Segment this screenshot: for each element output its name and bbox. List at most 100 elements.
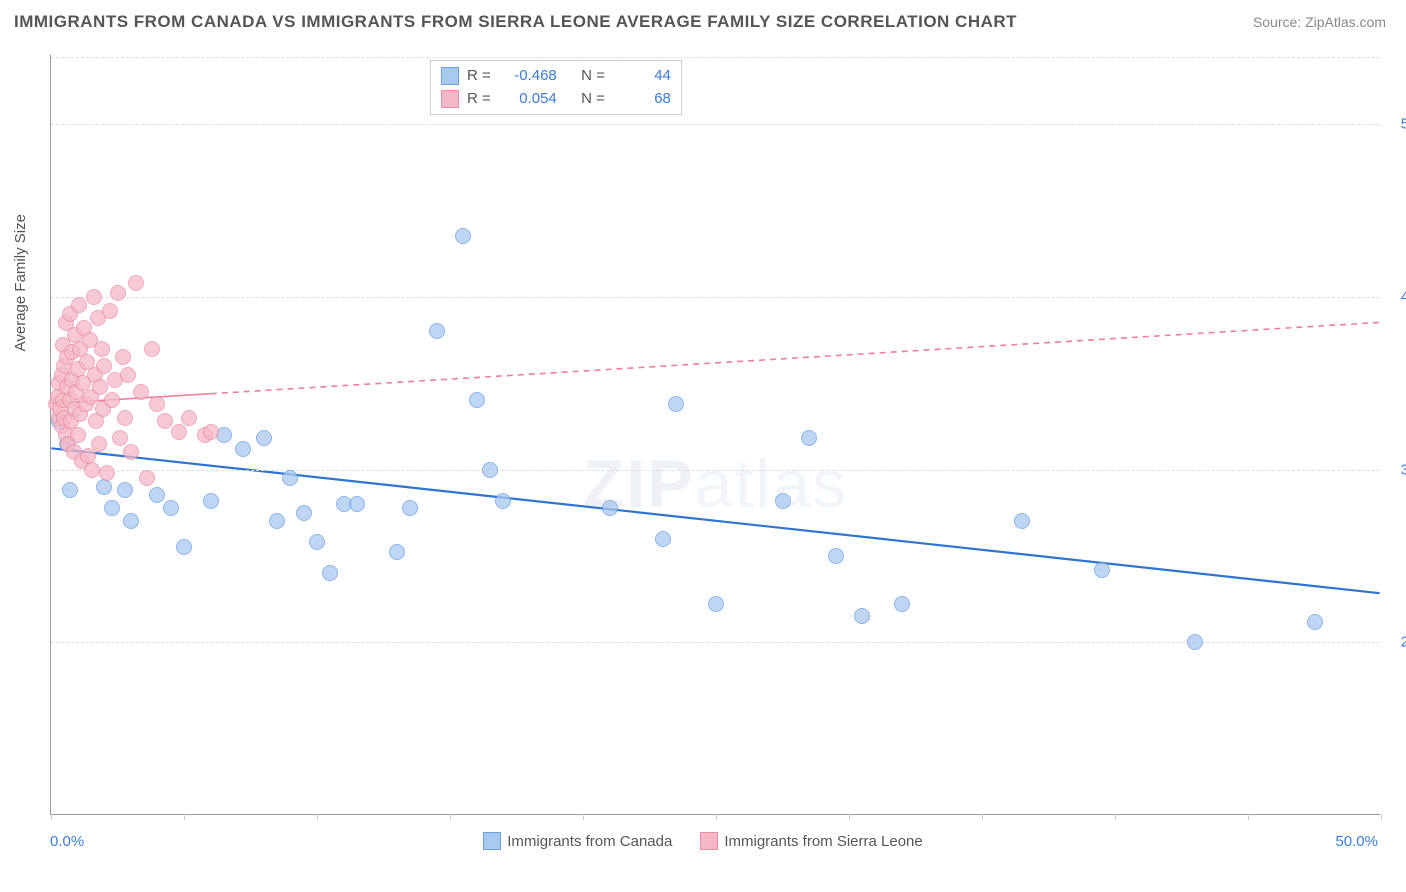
y-tick-label: 2.00 <box>1388 634 1406 651</box>
trendline <box>211 322 1380 393</box>
point-canada <box>309 534 325 550</box>
point-canada <box>854 608 870 624</box>
point-canada <box>1014 513 1030 529</box>
y-tick-label: 4.00 <box>1388 288 1406 305</box>
point-canada <box>163 500 179 516</box>
point-canada <box>1187 634 1203 650</box>
legend-swatch <box>441 90 459 108</box>
point-sierra-leone <box>117 410 133 426</box>
point-canada <box>296 505 312 521</box>
point-sierra-leone <box>71 297 87 313</box>
stat-n-value: 44 <box>613 65 671 88</box>
point-canada <box>429 323 445 339</box>
legend-swatch <box>483 832 501 850</box>
point-canada <box>469 392 485 408</box>
point-canada <box>402 500 418 516</box>
point-canada <box>455 228 471 244</box>
point-sierra-leone <box>94 341 110 357</box>
x-tick <box>716 814 717 820</box>
point-canada <box>235 441 251 457</box>
point-canada <box>149 487 165 503</box>
point-sierra-leone <box>110 285 126 301</box>
point-canada <box>176 539 192 555</box>
stat-r-value: 0.054 <box>499 88 557 111</box>
legend-label: Immigrants from Sierra Leone <box>724 833 922 850</box>
point-sierra-leone <box>144 341 160 357</box>
stat-r-value: -0.468 <box>499 65 557 88</box>
watermark-light: atlas <box>695 446 849 522</box>
x-tick <box>1381 814 1382 820</box>
point-sierra-leone <box>115 349 131 365</box>
x-tick <box>849 814 850 820</box>
stat-r-label: R = <box>467 88 491 111</box>
gridline-h <box>51 470 1380 471</box>
stat-r-label: R = <box>467 65 491 88</box>
point-canada <box>322 565 338 581</box>
point-canada <box>282 470 298 486</box>
point-sierra-leone <box>133 384 149 400</box>
source-label: Source: <box>1253 14 1301 30</box>
point-sierra-leone <box>70 427 86 443</box>
x-tick <box>317 814 318 820</box>
point-sierra-leone <box>104 392 120 408</box>
stat-n-label: N = <box>581 88 605 111</box>
plot-area: ZIPatlas 2.003.004.005.00 <box>50 55 1380 815</box>
chart-title: IMMIGRANTS FROM CANADA VS IMMIGRANTS FRO… <box>14 12 1017 32</box>
point-canada <box>1094 562 1110 578</box>
watermark: ZIPatlas <box>583 445 848 523</box>
x-tick <box>1115 814 1116 820</box>
point-sierra-leone <box>123 444 139 460</box>
point-canada <box>203 493 219 509</box>
y-tick-label: 3.00 <box>1388 461 1406 478</box>
point-canada <box>389 544 405 560</box>
point-canada <box>708 596 724 612</box>
legend-label: Immigrants from Canada <box>507 833 672 850</box>
x-tick <box>450 814 451 820</box>
point-canada <box>104 500 120 516</box>
watermark-bold: ZIP <box>583 446 695 522</box>
point-sierra-leone <box>120 367 136 383</box>
source-attribution: Source: ZipAtlas.com <box>1253 14 1386 30</box>
legend-swatch <box>700 832 718 850</box>
point-sierra-leone <box>139 470 155 486</box>
point-canada <box>828 548 844 564</box>
point-canada <box>349 496 365 512</box>
point-sierra-leone <box>171 424 187 440</box>
point-canada <box>482 462 498 478</box>
gridline-h <box>51 642 1380 643</box>
stat-n-label: N = <box>581 65 605 88</box>
point-sierra-leone <box>86 289 102 305</box>
legend-item: Immigrants from Sierra Leone <box>700 832 922 850</box>
x-tick <box>1248 814 1249 820</box>
point-sierra-leone <box>99 465 115 481</box>
point-sierra-leone <box>203 424 219 440</box>
point-sierra-leone <box>96 358 112 374</box>
x-tick <box>51 814 52 820</box>
stats-row: R = 0.054 N = 68 <box>441 88 671 111</box>
gridline-h <box>51 57 1380 58</box>
gridline-h <box>51 297 1380 298</box>
x-tick <box>982 814 983 820</box>
legend-item: Immigrants from Canada <box>483 832 672 850</box>
gridline-h <box>51 124 1380 125</box>
point-canada <box>62 482 78 498</box>
source-link[interactable]: ZipAtlas.com <box>1305 14 1386 30</box>
point-canada <box>123 513 139 529</box>
point-canada <box>602 500 618 516</box>
point-canada <box>1307 614 1323 630</box>
stat-n-value: 68 <box>613 88 671 111</box>
point-canada <box>96 479 112 495</box>
point-canada <box>655 531 671 547</box>
point-canada <box>894 596 910 612</box>
point-sierra-leone <box>112 430 128 446</box>
point-canada <box>117 482 133 498</box>
trendlines-layer <box>51 55 1380 814</box>
point-sierra-leone <box>128 275 144 291</box>
stats-row: R = -0.468 N = 44 <box>441 65 671 88</box>
x-tick <box>184 814 185 820</box>
y-tick-label: 5.00 <box>1388 116 1406 133</box>
point-canada <box>256 430 272 446</box>
bottom-legend: Immigrants from Canada Immigrants from Si… <box>0 832 1406 854</box>
point-sierra-leone <box>181 410 197 426</box>
point-sierra-leone <box>102 303 118 319</box>
